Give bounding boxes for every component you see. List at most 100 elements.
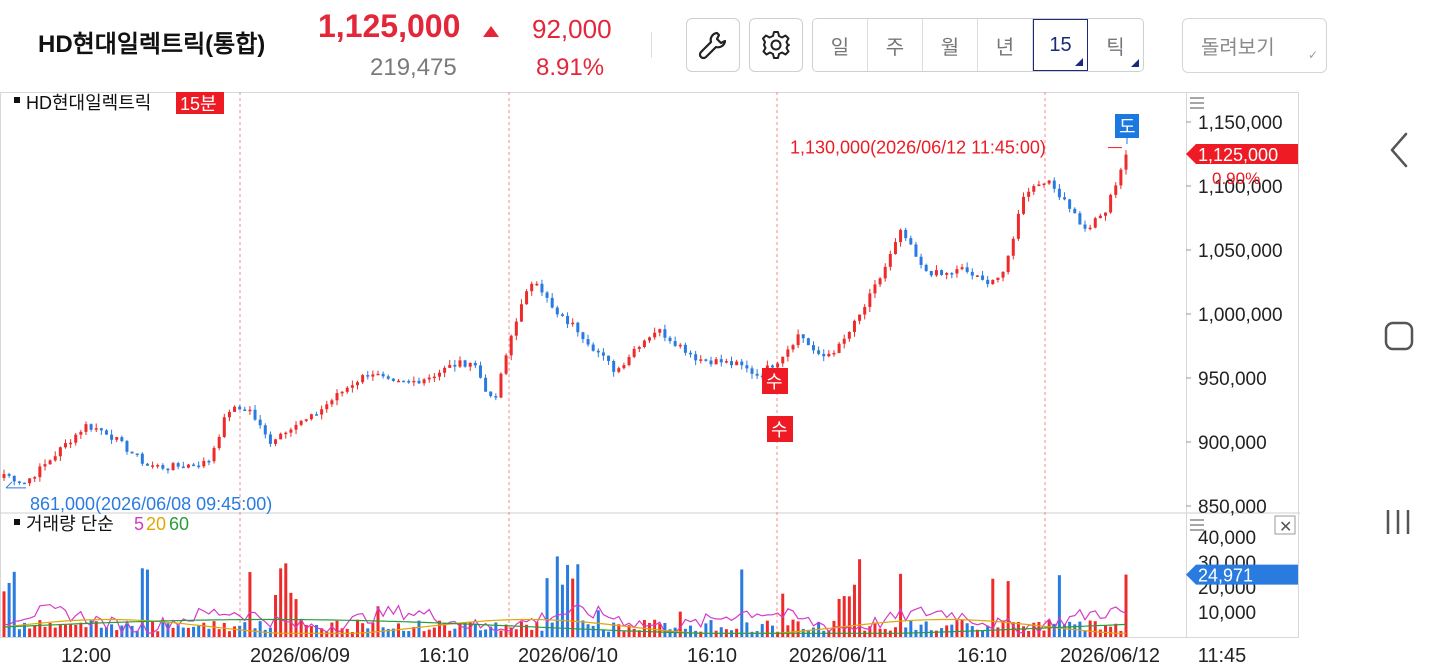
volume-bar: [653, 619, 657, 637]
ma-line-60: [3, 618, 1127, 634]
quote-header: HD현대일렉트릭(통합) 1,125,000 92,000 219,475 8.…: [0, 0, 1440, 92]
period-tab-4[interactable]: 15: [1033, 19, 1088, 71]
volume-bar: [448, 630, 452, 637]
candle-body: [186, 464, 190, 468]
candle-body: [28, 478, 32, 484]
candle-body: [837, 343, 841, 353]
candle-body: [540, 283, 544, 293]
period-tab-1[interactable]: 주: [868, 19, 923, 71]
volume-bar: [289, 592, 293, 637]
time-axis-label: 16:10: [957, 645, 1007, 665]
volume-bar: [996, 627, 1000, 637]
candle-body: [38, 466, 42, 478]
candle-body: [786, 349, 790, 357]
volume-bar: [422, 631, 426, 637]
volume-bar: [309, 626, 313, 637]
pane-menu-icon[interactable]: [1190, 519, 1204, 531]
candle-body: [1063, 197, 1067, 200]
price-axis-label: 1,050,000: [1198, 241, 1283, 262]
ma-legend-20: 20: [146, 514, 166, 534]
change-percent: 8.91%: [536, 54, 605, 81]
candle-body: [791, 345, 795, 350]
candle-body: [945, 273, 949, 275]
candle-body: [125, 441, 129, 452]
volume-bar: [1104, 625, 1108, 637]
candle-body: [919, 256, 923, 265]
volume-bar: [58, 624, 62, 637]
volume-bar: [909, 620, 913, 637]
candle-body: [704, 359, 708, 361]
volume-bar: [120, 625, 124, 637]
volume-bar: [1032, 622, 1036, 637]
volume-bar: [770, 625, 774, 637]
replay-dropdown[interactable]: 돌려보기 ✓: [1182, 18, 1327, 73]
candle-body: [376, 373, 380, 376]
candle-body: [678, 344, 682, 347]
time-axis-label: 16:10: [687, 645, 737, 665]
volume-bar: [822, 630, 826, 637]
volume-bar: [89, 620, 93, 637]
volume-bar: [694, 630, 698, 637]
period-tab-3[interactable]: 년: [978, 19, 1033, 71]
volume-bar: [432, 627, 436, 637]
candle-body: [494, 396, 498, 398]
volume-bar: [632, 628, 636, 637]
candle-body: [499, 373, 503, 398]
settings-button[interactable]: [749, 18, 803, 72]
volume-bar: [1027, 630, 1031, 637]
volume-bar: [1042, 630, 1046, 637]
candle-body: [827, 353, 831, 357]
volume-bar: [576, 564, 580, 637]
volume-bar: [104, 627, 108, 637]
volume-bar: [607, 631, 611, 637]
volume-bar: [371, 622, 375, 637]
volume-bar: [1093, 621, 1097, 637]
price-chart[interactable]: 1,150,000 1,100,000 1,050,000 1,000,000 950,…: [0, 92, 1300, 665]
candle-body: [340, 391, 344, 394]
period-tab-2[interactable]: 월: [923, 19, 978, 71]
stock-name[interactable]: HD현대일렉트릭(통합): [38, 31, 266, 58]
pane-menu-icon[interactable]: [1190, 97, 1204, 109]
time-axis-label: 2026/06/10: [518, 645, 618, 665]
candle-body: [1052, 180, 1056, 189]
wrench-button[interactable]: [686, 18, 740, 72]
buy-marker-1: [767, 416, 793, 442]
up-arrow-icon: [483, 26, 499, 37]
candle-body: [166, 468, 170, 471]
period-tab-0[interactable]: 일: [813, 19, 868, 71]
candle-body: [648, 337, 652, 341]
candle-body: [550, 297, 554, 308]
candle-body: [289, 429, 293, 433]
volume-bar: [847, 596, 851, 637]
candle-body: [699, 359, 703, 361]
candle-body: [1006, 255, 1010, 273]
volume-bar: [151, 620, 155, 637]
volume-bar: [407, 631, 411, 637]
candle-body: [468, 362, 472, 367]
volume-bar: [258, 621, 262, 637]
volume-bar: [950, 624, 954, 637]
candle-body: [386, 376, 390, 379]
candle-body: [1093, 218, 1097, 228]
home-icon[interactable]: [1384, 321, 1414, 351]
close-pane-button[interactable]: [1274, 515, 1296, 535]
candle-body: [806, 338, 810, 346]
volume-bar: [668, 629, 672, 637]
period-tab-5[interactable]: 틱: [1088, 19, 1143, 71]
sell-marker-text: 도: [1119, 117, 1136, 137]
volume-bar: [238, 625, 242, 637]
candle-body: [714, 359, 718, 365]
candle-body: [740, 361, 744, 366]
candle-body: [1032, 186, 1036, 192]
volume-bar: [1119, 630, 1123, 637]
back-icon[interactable]: [1390, 132, 1408, 168]
candle-body: [315, 414, 319, 416]
volume-bar: [171, 627, 175, 637]
chart-canvas[interactable]: 1,150,000 1,100,000 1,050,000 1,000,000 950,…: [0, 92, 1300, 665]
candle-body: [1073, 208, 1077, 214]
candle-body: [1083, 224, 1087, 229]
recents-icon[interactable]: [1386, 510, 1410, 534]
candle-body: [555, 307, 559, 315]
volume-bar: [94, 621, 98, 637]
volume-bar: [1073, 624, 1077, 637]
